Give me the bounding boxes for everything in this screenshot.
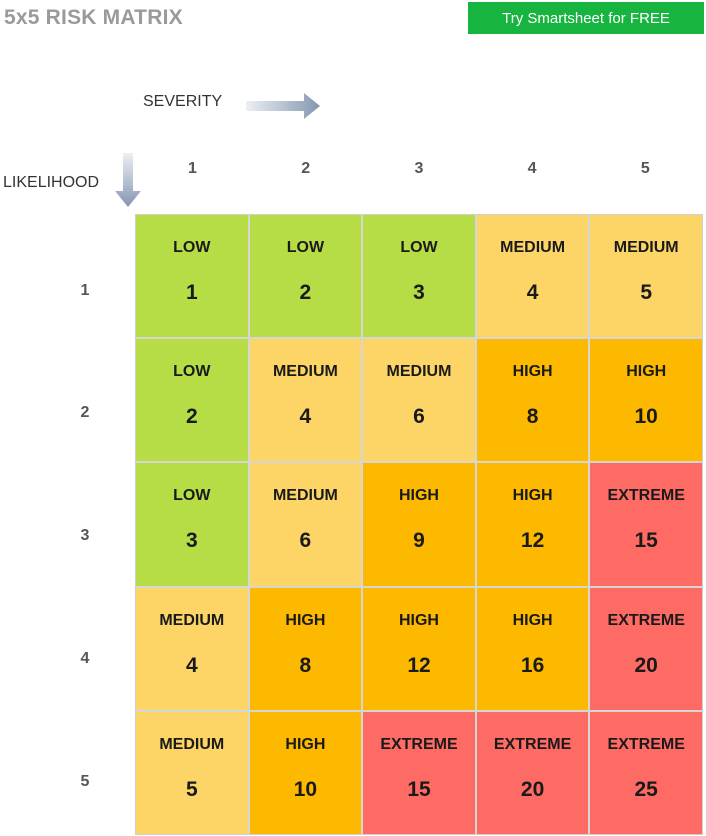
risk-cell: MEDIUM 6 <box>249 463 362 586</box>
risk-level-label: HIGH <box>285 735 326 753</box>
likelihood-value: 3 <box>80 527 90 544</box>
risk-level-label: LOW <box>286 239 325 256</box>
risk-level-label: EXTREME <box>380 735 458 753</box>
risk-score: 6 <box>413 405 425 429</box>
risk-level-label: HIGH <box>285 611 326 629</box>
risk-score: 20 <box>634 653 658 677</box>
risk-cell: HIGH 16 <box>476 587 589 710</box>
risk-level-label: MEDIUM <box>272 363 338 381</box>
risk-score: 9 <box>413 529 425 553</box>
risk-cell: LOW 2 <box>249 215 362 338</box>
severity-value: 3 <box>414 160 424 177</box>
risk-score: 8 <box>526 405 539 429</box>
try-smartsheet-button[interactable]: Try Smartsheet for FREE <box>468 2 704 34</box>
risk-level-label: HIGH <box>398 487 439 505</box>
risk-level-label: LOW <box>400 239 438 256</box>
likelihood-axis-label: LIKELIHOOD <box>3 174 100 191</box>
risk-level-label: EXTREME <box>607 487 685 505</box>
risk-level-label: MEDIUM <box>159 611 225 629</box>
likelihood-value: 5 <box>80 773 90 790</box>
risk-matrix-grid: LOW 1 LOW 2 LOW 3 MEDIUM 4 MEDIUM 5 LOW 2 MEDIUM 4 MED… <box>135 214 703 835</box>
risk-score: 4 <box>299 405 312 429</box>
risk-cell: MEDIUM 5 <box>136 711 248 834</box>
risk-cell: LOW 3 <box>136 463 248 586</box>
risk-score: 5 <box>640 281 653 304</box>
risk-level-label: LOW <box>173 363 211 381</box>
risk-score: 4 <box>185 653 198 677</box>
risk-level-label: LOW <box>173 487 211 505</box>
risk-score: 1 <box>185 281 198 304</box>
likelihood-value: 4 <box>80 650 90 667</box>
severity-value: 2 <box>301 160 311 177</box>
risk-level-label: HIGH <box>512 487 553 505</box>
risk-score: 5 <box>185 777 198 801</box>
risk-cell: HIGH 10 <box>590 339 702 462</box>
risk-cell: MEDIUM 6 <box>363 339 475 462</box>
severity-value: 1 <box>188 160 197 177</box>
risk-level-label: HIGH <box>512 363 553 381</box>
risk-cell: EXTREME 20 <box>476 711 589 834</box>
risk-score: 15 <box>634 529 658 553</box>
risk-cell: MEDIUM 4 <box>136 587 248 710</box>
risk-level-label: MEDIUM <box>272 487 338 505</box>
likelihood-value: 1 <box>80 282 90 299</box>
risk-cell: EXTREME 20 <box>590 587 702 710</box>
risk-score: 6 <box>299 529 312 553</box>
risk-level-label: MEDIUM <box>500 239 566 256</box>
risk-level-label: MEDIUM <box>159 735 225 753</box>
risk-level-label: LOW <box>173 239 211 256</box>
severity-axis-label: SEVERITY <box>143 93 223 110</box>
risk-cell: HIGH 12 <box>476 463 589 586</box>
risk-level-label: MEDIUM <box>386 363 452 381</box>
risk-cell: EXTREME 15 <box>363 711 475 834</box>
risk-cell: LOW 2 <box>136 339 248 462</box>
risk-cell: MEDIUM 5 <box>590 215 702 338</box>
risk-score: 2 <box>185 405 198 429</box>
likelihood-value: 2 <box>80 404 90 421</box>
risk-score: 2 <box>299 281 312 304</box>
risk-level-label: MEDIUM <box>613 239 679 256</box>
risk-cell: HIGH 10 <box>249 711 362 834</box>
severity-value: 4 <box>527 160 537 177</box>
risk-score: 16 <box>520 653 545 677</box>
risk-cell: LOW 3 <box>363 215 475 338</box>
severity-value: 5 <box>640 160 650 177</box>
risk-cell: HIGH 9 <box>363 463 475 586</box>
risk-score: 25 <box>634 777 658 801</box>
risk-score: 15 <box>407 777 431 801</box>
risk-score: 4 <box>526 281 539 304</box>
risk-level-label: EXTREME <box>607 735 685 753</box>
risk-score: 3 <box>185 529 198 553</box>
risk-cell: LOW 1 <box>136 215 248 338</box>
risk-score: 3 <box>413 281 425 304</box>
risk-level-label: HIGH <box>398 611 439 629</box>
risk-level-label: EXTREME <box>493 735 572 753</box>
risk-cell: MEDIUM 4 <box>476 215 589 338</box>
risk-level-label: EXTREME <box>607 611 685 629</box>
risk-score: 20 <box>520 777 545 801</box>
risk-cell: HIGH 8 <box>476 339 589 462</box>
risk-level-label: HIGH <box>512 611 553 629</box>
page-title: 5x5 RISK MATRIX <box>4 6 183 29</box>
risk-level-label: HIGH <box>626 363 667 381</box>
arrow-down-icon <box>115 153 141 207</box>
risk-score: 8 <box>299 653 312 677</box>
risk-cell: EXTREME 15 <box>590 463 702 586</box>
risk-score: 10 <box>293 777 318 801</box>
risk-cell: MEDIUM 4 <box>249 339 362 462</box>
risk-cell: EXTREME 25 <box>590 711 702 834</box>
risk-score: 10 <box>634 405 658 429</box>
arrow-right-icon <box>246 93 320 119</box>
risk-score: 12 <box>520 529 545 553</box>
risk-cell: HIGH 8 <box>249 587 362 710</box>
risk-score: 12 <box>407 653 431 677</box>
risk-cell: HIGH 12 <box>363 587 475 710</box>
